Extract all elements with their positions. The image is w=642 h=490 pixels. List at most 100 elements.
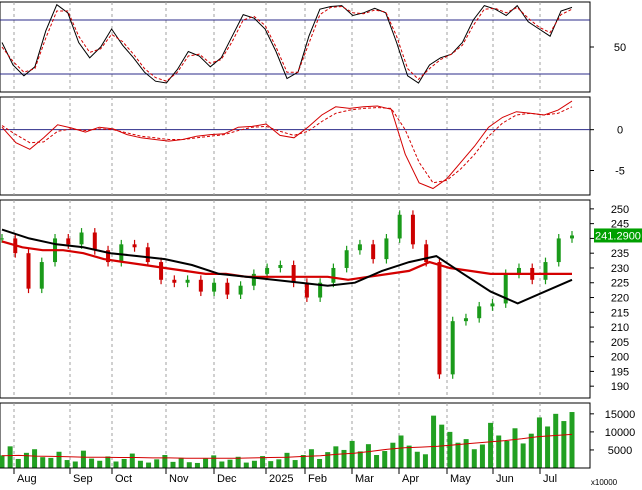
macd-line: [1, 100, 573, 190]
volume-bar: [545, 426, 551, 468]
price-tick-label: 215: [611, 307, 629, 319]
volume-ma-line: [1, 433, 573, 459]
month-label: Nov: [169, 473, 189, 485]
price-ma-short-line: [1, 228, 573, 305]
volume-bar: [89, 458, 95, 468]
price-candle-body: [225, 282, 230, 295]
volume-bar: [137, 460, 143, 468]
price-tick-label: 235: [611, 248, 629, 260]
price-tick-label: 190: [611, 381, 629, 393]
price-candle-body: [0, 238, 4, 240]
volume-bar: [276, 459, 282, 468]
price-candle-body: [463, 318, 468, 322]
stochastic-d-line: [1, 5, 573, 82]
volume-bar: [203, 458, 209, 468]
volume-frame: [0, 402, 591, 469]
price-tick-label: 210: [611, 322, 629, 334]
price-candle-body: [503, 273, 508, 304]
volume-bar: [64, 460, 70, 468]
price-frame: [0, 199, 591, 399]
price-last-label-box: [594, 228, 642, 243]
volume-bar: [113, 461, 119, 468]
volume-bar: [479, 444, 485, 468]
volume-bar: [300, 455, 306, 468]
price-candle-body: [172, 279, 177, 283]
price-ma-long-line: [1, 240, 572, 281]
price-candle-body: [344, 250, 349, 268]
price-candle-body: [26, 253, 31, 289]
price-last-label: 241.2900: [595, 230, 641, 242]
price-candle-body: [212, 282, 217, 292]
volume-bar: [260, 456, 266, 468]
macd-signal-line: [1, 106, 573, 184]
volume-bar: [349, 440, 355, 468]
volume-bar: [325, 452, 331, 468]
price-candle-body: [291, 265, 296, 283]
price-candle-body: [145, 247, 150, 263]
volume-bar: [528, 433, 534, 468]
stochastic-k-line: [1, 3, 573, 84]
price-tick-label: 220: [611, 293, 629, 305]
stochastic-panel: 50: [0, 1, 626, 93]
volume-bar: [308, 449, 314, 468]
price-candle-body: [278, 265, 283, 268]
price-candle-body: [79, 232, 84, 245]
price-candle-body: [106, 250, 111, 263]
price-candle-body: [490, 303, 495, 307]
volume-bar: [146, 462, 152, 468]
price-candle-body: [570, 235, 574, 239]
volume-bar: [129, 453, 135, 468]
month-label: Mar: [355, 473, 374, 485]
volume-bar: [284, 452, 290, 468]
price-candle-body: [185, 279, 190, 283]
volume-bar: [97, 460, 103, 468]
volume-bar: [80, 450, 86, 468]
stochastic-tick-label: 50: [614, 42, 626, 54]
volume-bar: [333, 446, 339, 468]
volume-bar: [553, 413, 559, 468]
volume-bar: [292, 460, 298, 468]
volume-bar: [398, 435, 404, 468]
price-tick-label: 225: [611, 278, 629, 290]
price-candle-body: [397, 214, 402, 239]
price-panel: 2502452402352302252202152102052001951902…: [0, 199, 642, 399]
price-candle-body: [265, 267, 270, 274]
month-label: Aug: [17, 473, 37, 485]
volume-bar: [561, 421, 567, 468]
price-candle-body: [371, 244, 376, 260]
month-label: May: [450, 473, 471, 485]
month-label: Feb: [308, 473, 327, 485]
volume-bar: [7, 446, 13, 468]
price-tick-label: 245: [611, 219, 629, 231]
price-candle-body: [39, 262, 44, 289]
volume-bar: [178, 457, 184, 468]
volume-bar: [512, 428, 518, 468]
volume-bar: [414, 451, 420, 468]
volume-bar: [520, 443, 526, 468]
macd-frame: [0, 96, 591, 196]
volume-bar: [170, 461, 176, 468]
price-candle-body: [198, 279, 203, 292]
price-candle-body: [410, 214, 415, 245]
volume-unit-label: x10000: [591, 478, 618, 487]
volume-bar: [40, 457, 46, 468]
price-candle-body: [556, 238, 561, 263]
macd-tick-label: 0: [617, 125, 623, 137]
volume-bar: [105, 456, 111, 468]
volume-bar: [390, 442, 396, 468]
price-candle-body: [543, 262, 548, 280]
volume-bar: [268, 461, 274, 468]
volume-tick-label: 15000: [605, 409, 636, 421]
volume-bar: [317, 458, 323, 468]
price-candle-body: [238, 285, 243, 295]
price-tick-label: 205: [611, 337, 629, 349]
volume-bar: [0, 455, 5, 468]
volume-bar: [471, 449, 477, 468]
volume-bar: [32, 449, 38, 468]
month-label: 2025: [269, 473, 293, 485]
volume-bar: [455, 442, 461, 468]
price-candle-body: [516, 267, 521, 274]
volume-panel: 15000 10000 5000 x10000: [0, 402, 636, 487]
volume-bar: [504, 440, 510, 468]
volume-bar: [496, 435, 502, 468]
